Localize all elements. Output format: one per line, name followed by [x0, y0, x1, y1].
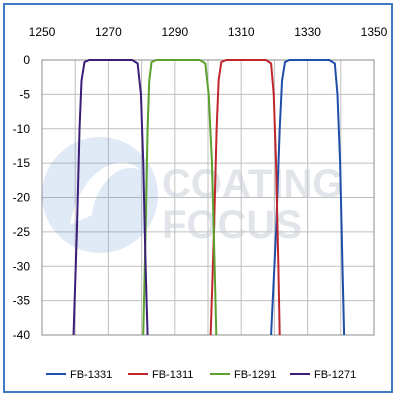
watermark-text-line1: COATING: [162, 162, 343, 206]
y-tick-label: -10: [13, 122, 31, 136]
watermark-text-line2: FOCUS: [162, 203, 302, 247]
x-tick-label: 1250: [29, 25, 56, 39]
legend-label-fb-1291: FB-1291: [234, 369, 276, 381]
legend: FB-1331 FB-1311 FB-1291 FB-1271: [46, 369, 356, 381]
watermark-logo: COATING FOCUS: [42, 137, 343, 253]
y-tick-label: -25: [13, 225, 31, 239]
series-line-fb-1271: [72, 59, 149, 335]
y-tick-label: -15: [13, 156, 31, 170]
x-tick-label: 1270: [95, 25, 122, 39]
y-tick-label: -35: [13, 294, 31, 308]
y-tick-label: -30: [13, 259, 31, 273]
series-line-fb-1291: [142, 59, 218, 335]
x-tick-label: 1290: [161, 25, 188, 39]
y-axis-ticks: 0 -5 -10 -15 -20 -25 -30 -35 -40: [13, 53, 31, 342]
watermark-emblem: [42, 137, 158, 253]
x-tick-label: 1310: [228, 25, 255, 39]
x-axis-ticks: 1250 1270 1290 1310 1330 1350: [29, 25, 388, 39]
legend-label-fb-1311: FB-1311: [152, 369, 193, 381]
plot-area: [41, 59, 375, 336]
y-tick-label: 0: [23, 53, 30, 67]
y-tick-label: -5: [19, 87, 30, 101]
y-tick-label: -40: [13, 328, 31, 342]
x-tick-label: 1330: [294, 25, 321, 39]
x-tick-label: 1350: [361, 25, 388, 39]
legend-label-fb-1271: FB-1271: [314, 369, 356, 381]
y-tick-label: -20: [13, 191, 31, 205]
series-line-fb-1331: [270, 59, 346, 335]
series-lines: [72, 59, 346, 335]
legend-label-fb-1331: FB-1331: [70, 369, 112, 381]
series-line-fb-1311: [209, 59, 281, 335]
plot-border: [41, 59, 375, 336]
